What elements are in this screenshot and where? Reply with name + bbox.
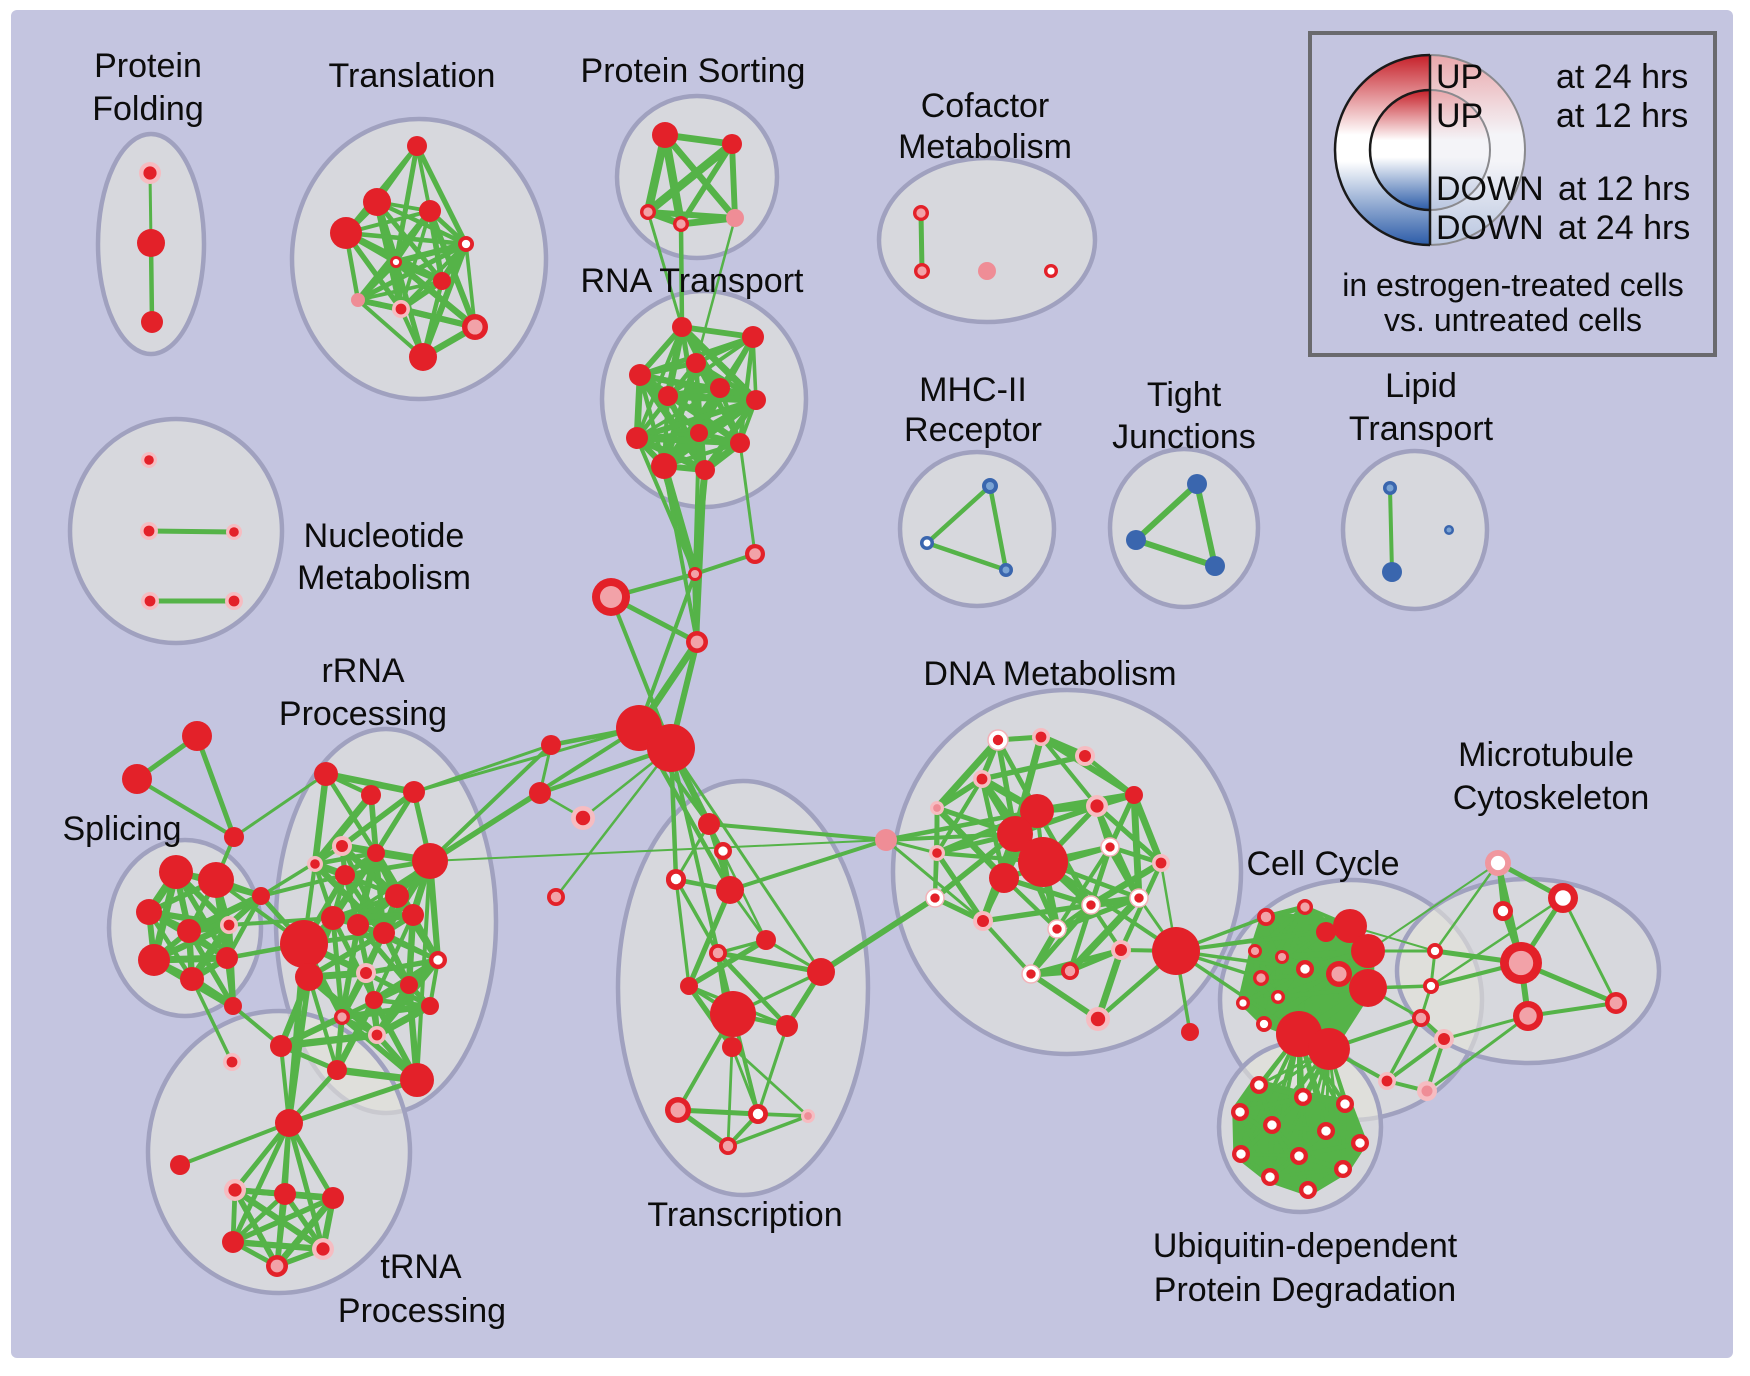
svg-text:Metabolism: Metabolism xyxy=(297,559,471,597)
svg-text:rRNA: rRNA xyxy=(321,652,404,690)
svg-text:at 12 hrs: at 12 hrs xyxy=(1558,170,1690,208)
svg-text:Junctions: Junctions xyxy=(1112,418,1256,456)
svg-text:Cofactor: Cofactor xyxy=(921,87,1050,125)
svg-text:Lipid: Lipid xyxy=(1385,367,1457,405)
svg-text:DOWN: DOWN xyxy=(1436,170,1544,208)
svg-text:DOWN: DOWN xyxy=(1436,209,1544,247)
svg-text:UP: UP xyxy=(1436,58,1483,96)
svg-text:MHC-II: MHC-II xyxy=(919,371,1027,409)
svg-text:RNA Transport: RNA Transport xyxy=(581,262,805,300)
svg-text:Microtubule: Microtubule xyxy=(1458,736,1634,774)
svg-text:at 24 hrs: at 24 hrs xyxy=(1558,209,1690,247)
svg-text:DNA Metabolism: DNA Metabolism xyxy=(923,655,1176,693)
svg-text:Protein Degradation: Protein Degradation xyxy=(1154,1271,1456,1309)
svg-text:Processing: Processing xyxy=(338,1292,506,1330)
svg-text:Metabolism: Metabolism xyxy=(898,128,1072,166)
svg-text:Protein: Protein xyxy=(94,47,202,85)
svg-text:Transcription: Transcription xyxy=(647,1196,842,1234)
svg-text:Cell Cycle: Cell Cycle xyxy=(1246,845,1399,883)
svg-text:Transport: Transport xyxy=(1349,410,1494,448)
svg-text:in estrogen-treated cells: in estrogen-treated cells xyxy=(1342,267,1684,303)
svg-text:at 24 hrs: at 24 hrs xyxy=(1556,58,1688,96)
svg-text:at 12 hrs: at 12 hrs xyxy=(1556,97,1688,135)
svg-text:Folding: Folding xyxy=(92,90,204,128)
svg-text:UP: UP xyxy=(1436,97,1483,135)
svg-text:Tight: Tight xyxy=(1147,376,1222,414)
svg-text:Receptor: Receptor xyxy=(904,411,1042,449)
svg-text:Processing: Processing xyxy=(279,695,447,733)
svg-text:Cytoskeleton: Cytoskeleton xyxy=(1453,779,1650,817)
svg-text:Ubiquitin-dependent: Ubiquitin-dependent xyxy=(1153,1227,1458,1265)
svg-text:Splicing: Splicing xyxy=(62,810,181,848)
svg-text:Translation: Translation xyxy=(329,57,496,95)
svg-text:tRNA: tRNA xyxy=(380,1248,462,1286)
svg-text:vs. untreated cells: vs. untreated cells xyxy=(1384,302,1642,338)
svg-text:Protein Sorting: Protein Sorting xyxy=(581,52,806,90)
svg-text:Nucleotide: Nucleotide xyxy=(304,517,465,555)
